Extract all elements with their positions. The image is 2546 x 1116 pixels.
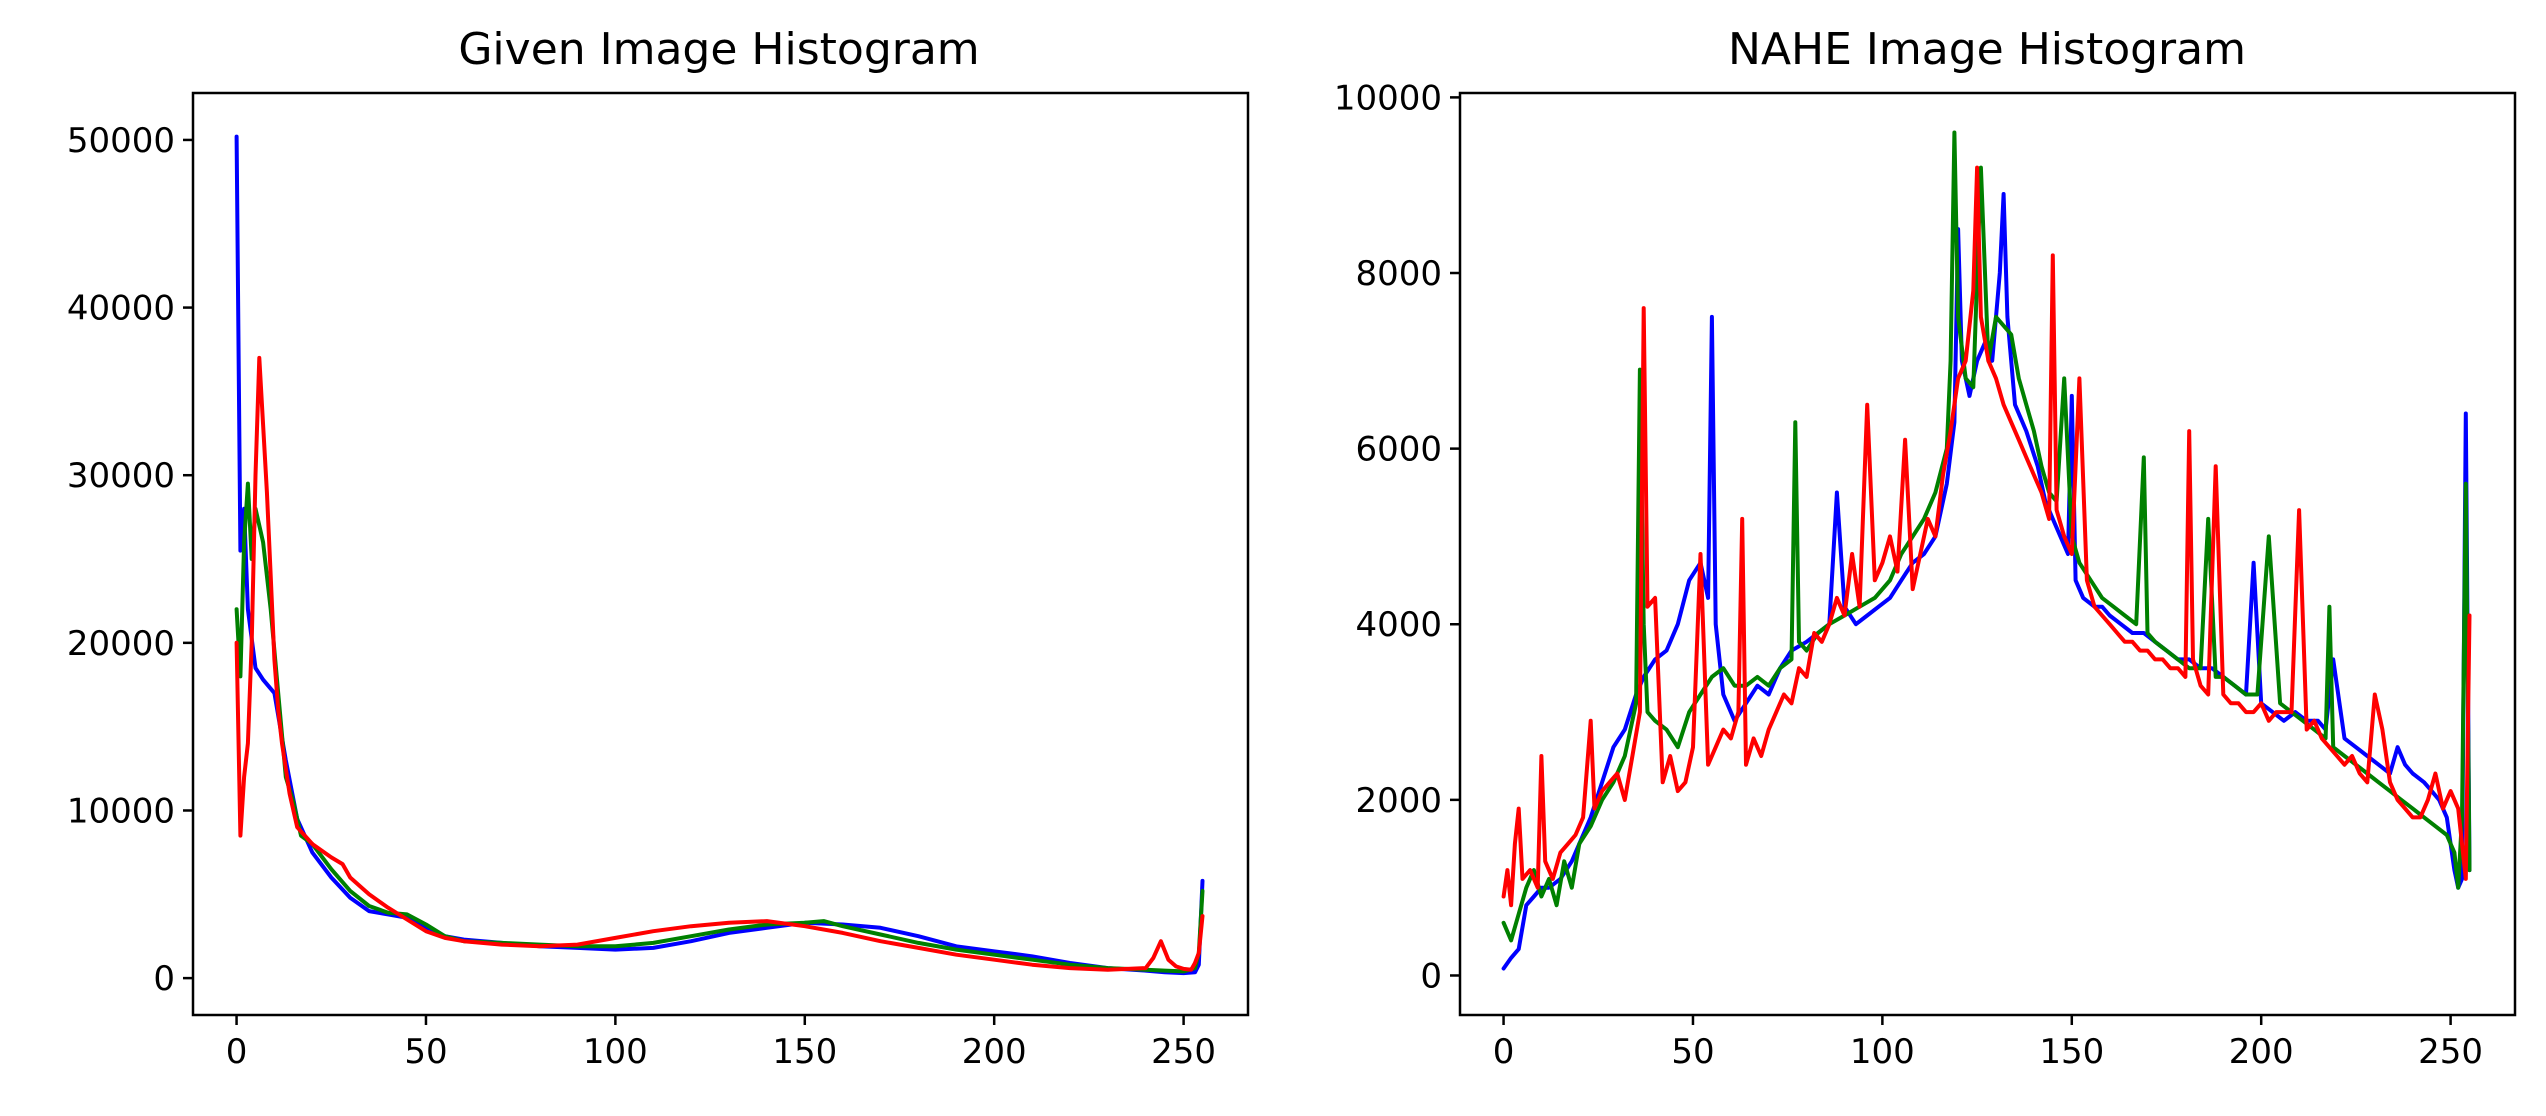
x-tick-label: 50 [1671, 1032, 1714, 1072]
panel-nahe-histogram: NAHE Image Histogram 0 50 100 150 200 250 0 20… [1334, 24, 2517, 1072]
series-line-0 [234, 134, 1205, 976]
x-tick-label: 200 [2229, 1032, 2294, 1072]
x-tick-label: 150 [772, 1032, 837, 1072]
series-line-1 [234, 481, 1205, 974]
y-tick-label: 10000 [1334, 78, 1442, 118]
y-axis: 0 10000 20000 30000 40000 50000 [67, 121, 193, 999]
chart-title: NAHE Image Histogram [1728, 24, 2246, 75]
plot-frame [191, 91, 1250, 1017]
chart-title: Given Image Histogram [458, 24, 979, 75]
x-tick-label: 250 [1151, 1032, 1216, 1072]
y-tick-label: 2000 [1355, 781, 1442, 821]
x-tick-label: 100 [1850, 1032, 1915, 1072]
x-axis: 0 50 100 150 200 250 [226, 1015, 1216, 1072]
x-tick-label: 100 [583, 1032, 648, 1072]
series-line-0 [1501, 192, 2472, 971]
x-tick-label: 0 [1493, 1032, 1515, 1072]
x-tick-label: 50 [404, 1032, 447, 1072]
series-line-2 [1501, 165, 2472, 908]
y-tick-label: 4000 [1355, 605, 1442, 645]
y-tick-label: 10000 [67, 791, 175, 831]
x-tick-label: 0 [226, 1032, 248, 1072]
series-layer [1501, 130, 2472, 971]
y-tick-label: 50000 [67, 121, 175, 161]
plot-frame [1458, 91, 2517, 1017]
series-layer [234, 134, 1205, 976]
y-tick-label: 8000 [1355, 254, 1442, 294]
x-axis: 0 50 100 150 200 250 [1493, 1015, 2483, 1072]
y-tick-label: 0 [1420, 956, 1442, 996]
y-tick-label: 0 [153, 959, 175, 999]
y-tick-label: 6000 [1355, 430, 1442, 470]
y-tick-label: 40000 [67, 289, 175, 329]
panel-given-histogram: Given Image Histogram 0 50 100 150 200 250 0 1… [67, 24, 1250, 1072]
y-tick-label: 20000 [67, 624, 175, 664]
x-tick-label: 250 [2418, 1032, 2483, 1072]
x-tick-label: 150 [2039, 1032, 2104, 1072]
x-tick-label: 200 [962, 1032, 1027, 1072]
y-tick-label: 30000 [67, 456, 175, 496]
y-axis: 0 2000 4000 6000 8000 10000 [1334, 78, 1460, 996]
series-line-2 [234, 355, 1205, 972]
